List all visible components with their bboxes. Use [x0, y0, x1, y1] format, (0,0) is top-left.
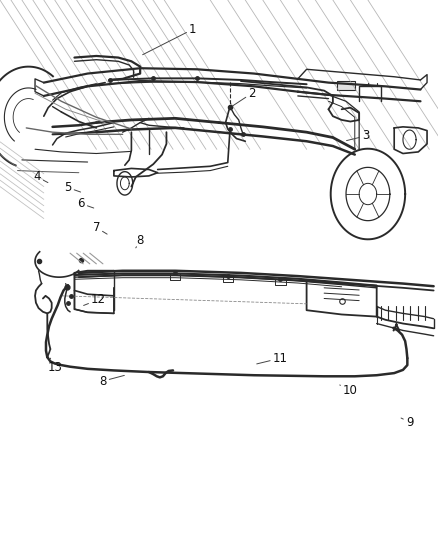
Text: 4: 4 — [33, 171, 48, 183]
FancyBboxPatch shape — [337, 81, 355, 90]
Text: 11: 11 — [257, 352, 288, 365]
Text: 1: 1 — [143, 23, 197, 55]
Text: 12: 12 — [84, 293, 106, 306]
Text: 8: 8 — [99, 375, 124, 387]
Text: 2: 2 — [232, 87, 256, 106]
Text: 5: 5 — [64, 181, 81, 194]
Text: 10: 10 — [340, 384, 358, 397]
Text: 3: 3 — [346, 130, 369, 142]
Text: 8: 8 — [136, 235, 144, 248]
Text: 6: 6 — [77, 197, 94, 210]
Text: 9: 9 — [401, 416, 413, 429]
Text: 13: 13 — [47, 358, 62, 374]
Text: 7: 7 — [92, 221, 107, 234]
